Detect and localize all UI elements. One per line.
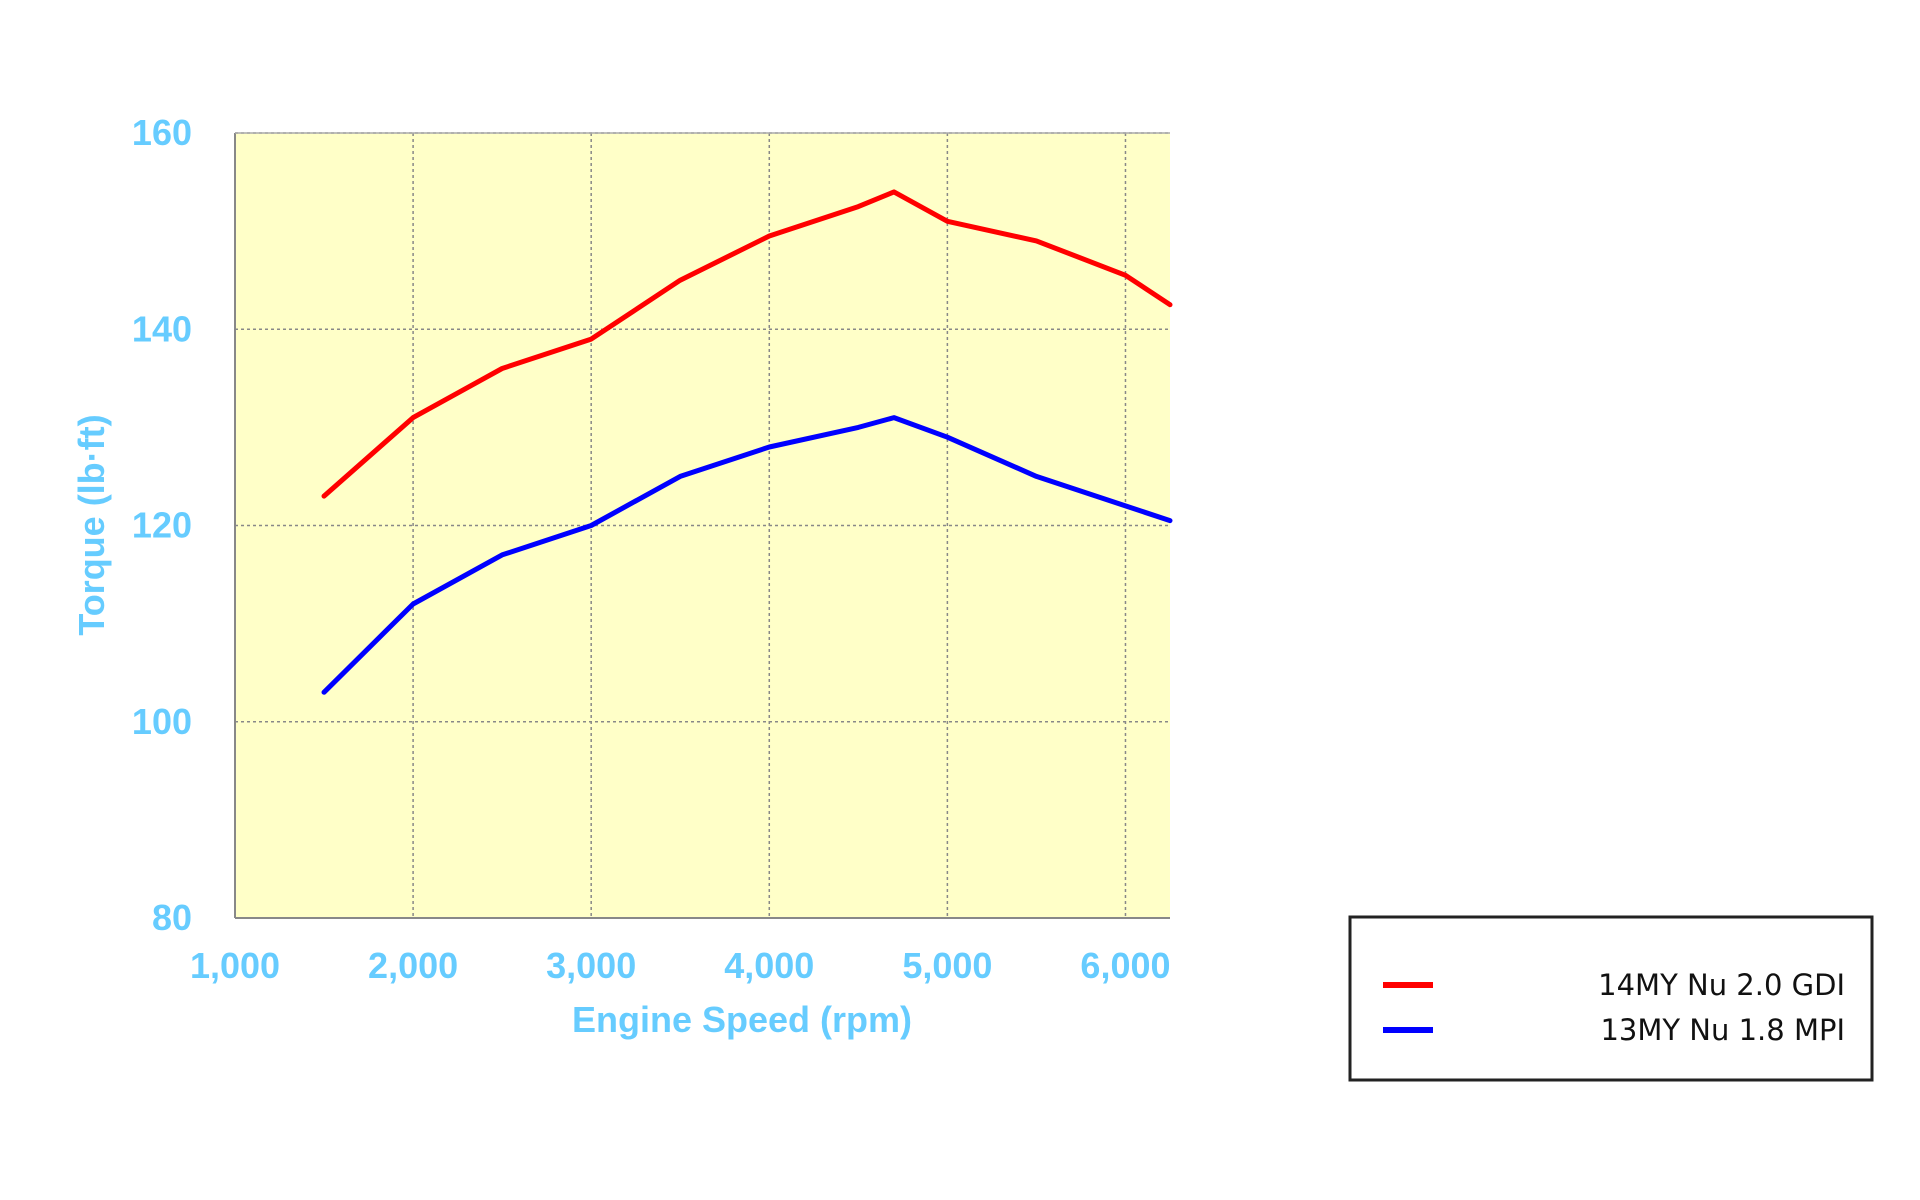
legend-label: 13MY Nu 1.8 MPI	[1600, 1013, 1845, 1047]
y-tick-label: 160	[132, 112, 192, 153]
y-tick-label: 100	[132, 701, 192, 742]
x-tick-label: 4,000	[724, 945, 814, 986]
series-layer	[321, 189, 1173, 695]
x-axis-title: Engine Speed (rpm)	[572, 999, 912, 1040]
x-tick-label: 5,000	[902, 945, 992, 986]
y-tick-label: 140	[132, 308, 192, 349]
x-tick-label: 2,000	[368, 945, 458, 986]
legend-label: 14MY Nu 2.0 GDI	[1598, 968, 1845, 1002]
series-line-1	[321, 189, 1173, 499]
x-tick-label: 1,000	[190, 945, 280, 986]
series-line-2	[321, 415, 1173, 695]
axes	[234, 132, 1170, 919]
y-tick-label: 120	[132, 505, 192, 546]
x-tick-label: 6,000	[1080, 945, 1170, 986]
y-axis-title: Torque (lb·ft)	[71, 414, 112, 635]
y-tick-label: 80	[152, 897, 192, 938]
plot-area	[235, 133, 1170, 918]
legend-box	[1348, 915, 1874, 1082]
tick-labels: 1,000 2,000 3,000 4,000 5,000 6,000 80 100 120 14…	[132, 112, 1171, 986]
x-tick-label: 3,000	[546, 945, 636, 986]
legend: 14MY Nu 2.0 GDI 13MY Nu 1.8 MPI	[1348, 915, 1874, 1082]
legend-items: 14MY Nu 2.0 GDI 13MY Nu 1.8 MPI	[1383, 968, 1845, 1047]
